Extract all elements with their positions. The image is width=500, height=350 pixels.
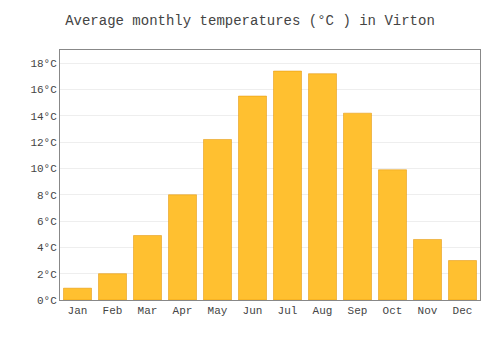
svg-text:6°C: 6°C — [37, 216, 57, 228]
svg-text:Nov: Nov — [418, 305, 438, 317]
svg-text:Jul: Jul — [278, 305, 298, 317]
svg-text:Mar: Mar — [138, 305, 158, 317]
svg-text:Feb: Feb — [103, 305, 123, 317]
svg-text:0°C: 0°C — [37, 295, 57, 307]
svg-text:Jun: Jun — [243, 305, 263, 317]
svg-text:8°C: 8°C — [37, 190, 57, 202]
svg-text:Average monthly temperatures (: Average monthly temperatures (°C ) in Vi… — [65, 13, 435, 29]
svg-text:Aug: Aug — [313, 305, 333, 317]
svg-text:May: May — [208, 305, 228, 317]
svg-text:10°C: 10°C — [30, 163, 57, 175]
svg-text:Sep: Sep — [348, 305, 368, 317]
svg-text:16°C: 16°C — [30, 84, 57, 96]
svg-text:4°C: 4°C — [37, 242, 57, 254]
svg-text:14°C: 14°C — [30, 111, 57, 123]
svg-text:Apr: Apr — [173, 305, 193, 317]
svg-text:Oct: Oct — [383, 305, 403, 317]
svg-text:12°C: 12°C — [30, 137, 57, 149]
svg-text:2°C: 2°C — [37, 269, 57, 281]
svg-text:18°C: 18°C — [30, 58, 57, 70]
svg-text:Jan: Jan — [68, 305, 88, 317]
svg-text:Dec: Dec — [453, 305, 473, 317]
